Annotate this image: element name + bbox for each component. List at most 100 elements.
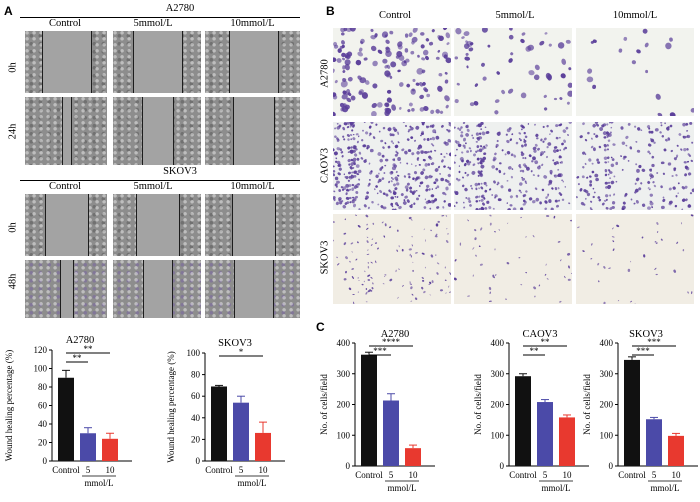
y-axis-label: Wound healing percentage (%) bbox=[4, 350, 14, 461]
x-tick-label: 5 bbox=[543, 470, 548, 480]
a2780-24h-image bbox=[25, 97, 107, 165]
transwell-image bbox=[333, 214, 451, 304]
y-tick-label: 100 bbox=[600, 430, 614, 440]
b-col-header: Control bbox=[378, 10, 412, 21]
x-axis-label: mmol/L bbox=[542, 483, 571, 493]
y-tick-label: 100 bbox=[34, 364, 48, 374]
a2780-0h-image bbox=[205, 31, 300, 93]
a2780-0h-image bbox=[113, 31, 201, 93]
x-tick-label: Control bbox=[509, 470, 537, 480]
bar bbox=[559, 417, 575, 466]
bar bbox=[537, 402, 553, 466]
skov3-0h-image bbox=[113, 194, 201, 256]
y-tick-label: 100 bbox=[491, 430, 505, 440]
y-tick-label: 40 bbox=[38, 419, 48, 429]
x-tick-label: 5 bbox=[239, 465, 244, 475]
y-tick-label: 80 bbox=[38, 382, 48, 392]
transwell-image bbox=[454, 28, 572, 116]
skov3-48h-image bbox=[113, 260, 201, 318]
panel-a-label: A bbox=[4, 4, 13, 18]
y-tick-label: 80 bbox=[191, 370, 201, 380]
significance-label: ** bbox=[530, 346, 540, 356]
chart-title: SKOV3 bbox=[629, 329, 663, 340]
a-col-header: 5mmol/L bbox=[133, 18, 173, 29]
bar bbox=[233, 402, 249, 461]
a-col-header: 5mmol/L bbox=[133, 181, 173, 192]
a-col-header: Control bbox=[48, 18, 82, 29]
y-tick-label: 60 bbox=[38, 401, 48, 411]
a-group2-rule bbox=[20, 180, 300, 181]
y-tick-label: 60 bbox=[191, 391, 201, 401]
y-tick-label: 0 bbox=[196, 456, 201, 466]
transwell-image bbox=[333, 122, 451, 210]
y-tick-label: 400 bbox=[337, 338, 351, 348]
x-axis-label: mmol/L bbox=[85, 478, 114, 488]
a-group1-rule bbox=[20, 17, 300, 18]
skov3-48h-image bbox=[25, 260, 107, 318]
a-col-header: 10mmol/L bbox=[230, 18, 275, 29]
skov3-0h-image bbox=[205, 194, 300, 256]
y-tick-label: 400 bbox=[600, 338, 614, 348]
skov3-48h-image bbox=[205, 260, 300, 318]
panel-c-label: C bbox=[316, 320, 325, 334]
x-tick-label: Control bbox=[355, 470, 383, 480]
y-tick-label: 300 bbox=[600, 369, 614, 379]
significance-label: *** bbox=[636, 346, 650, 356]
a2780-24h-image bbox=[205, 97, 300, 165]
y-tick-label: 20 bbox=[38, 438, 48, 448]
x-tick-label: 10 bbox=[409, 470, 419, 480]
skov3-0h-image bbox=[25, 194, 107, 256]
a-group1-title: A2780 bbox=[165, 3, 195, 14]
significance-label: ** bbox=[84, 344, 94, 354]
chart-title: A2780 bbox=[381, 329, 410, 340]
a-group2-title: SKOV3 bbox=[163, 166, 197, 177]
bar bbox=[361, 354, 377, 466]
bar bbox=[646, 419, 662, 466]
y-tick-label: 200 bbox=[600, 400, 614, 410]
y-tick-label: 0 bbox=[609, 461, 614, 471]
y-tick-label: 20 bbox=[191, 434, 201, 444]
transwell-image bbox=[576, 214, 694, 304]
x-tick-label: Control bbox=[52, 465, 80, 475]
bar bbox=[58, 377, 74, 461]
x-tick-label: Control bbox=[618, 470, 646, 480]
y-axis-label: Wound healing percentage (%) bbox=[166, 351, 176, 462]
y-tick-label: 400 bbox=[491, 338, 505, 348]
y-tick-label: 40 bbox=[191, 413, 201, 423]
y-axis-label: No. of cells/field bbox=[582, 374, 592, 435]
y-tick-label: 300 bbox=[337, 369, 351, 379]
x-tick-label: 10 bbox=[106, 465, 116, 475]
b-col-header: 10mmol/L bbox=[612, 10, 658, 21]
x-tick-label: 5 bbox=[652, 470, 657, 480]
bar bbox=[80, 433, 96, 461]
chart-title: A2780 bbox=[66, 335, 95, 346]
x-tick-label: 10 bbox=[259, 465, 269, 475]
significance-label: *** bbox=[647, 337, 661, 347]
transwell-image bbox=[454, 214, 572, 304]
x-tick-label: 5 bbox=[389, 470, 394, 480]
y-tick-label: 200 bbox=[337, 400, 351, 410]
x-tick-label: 5 bbox=[86, 465, 91, 475]
bar bbox=[624, 359, 640, 466]
bar bbox=[383, 400, 399, 466]
a2780-24h-image bbox=[113, 97, 201, 165]
a2780-0h-image bbox=[25, 31, 107, 93]
transwell-image bbox=[576, 28, 694, 116]
bar bbox=[668, 435, 684, 466]
y-tick-label: 100 bbox=[187, 348, 201, 358]
b-col-header: 5mmol/L bbox=[495, 10, 535, 21]
x-tick-label: 10 bbox=[672, 470, 682, 480]
x-axis-label: mmol/L bbox=[651, 483, 680, 493]
chart-title: CAOV3 bbox=[522, 329, 557, 340]
y-axis-label: No. of cells/field bbox=[319, 374, 329, 435]
y-tick-label: 0 bbox=[43, 456, 48, 466]
y-tick-label: 300 bbox=[491, 369, 505, 379]
x-axis-label: mmol/L bbox=[238, 478, 267, 488]
y-tick-label: 200 bbox=[491, 400, 505, 410]
bar bbox=[255, 432, 271, 461]
y-tick-label: 0 bbox=[500, 461, 505, 471]
bar bbox=[211, 386, 227, 461]
x-tick-label: Control bbox=[205, 465, 233, 475]
y-axis-label: No. of cells/field bbox=[473, 374, 483, 435]
